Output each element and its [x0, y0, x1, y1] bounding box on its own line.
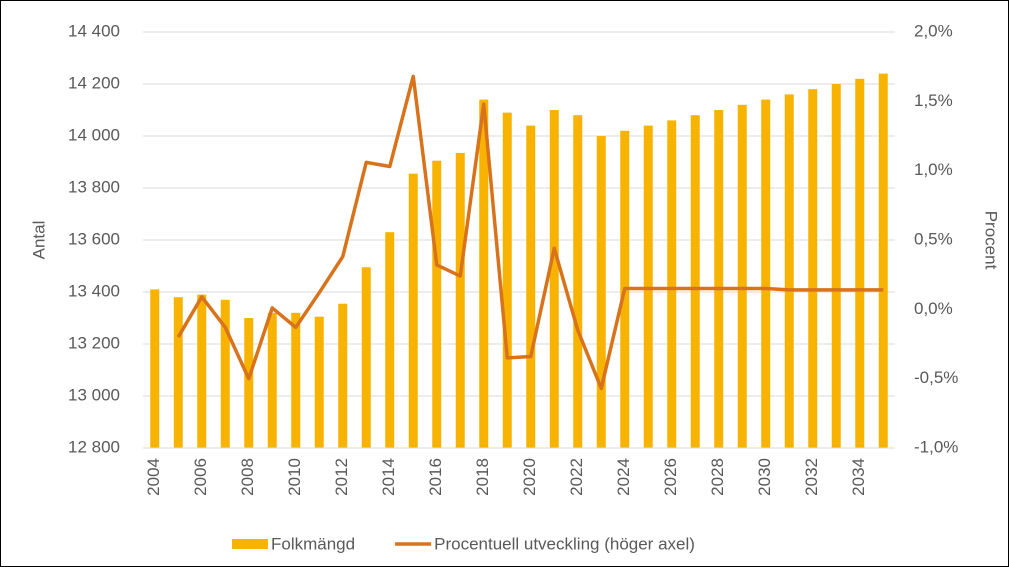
bar — [361, 267, 371, 448]
legend-label: Folkmängd — [271, 534, 355, 553]
bar — [291, 312, 301, 448]
x-tick-label: 2024 — [614, 458, 633, 496]
y-tick-label: 12 800 — [68, 437, 120, 456]
y-tick-label: 14 200 — [68, 73, 120, 92]
y-tick-label: 14 400 — [68, 21, 120, 40]
bar — [573, 115, 583, 448]
bar — [408, 173, 418, 448]
x-tick-label: 2012 — [332, 458, 351, 496]
y-tick-label: 13 000 — [68, 385, 120, 404]
bar — [244, 318, 254, 448]
y2-tick-label: 0,5% — [914, 229, 953, 248]
y2-tick-label: -0,5% — [914, 368, 958, 387]
bar — [314, 316, 324, 448]
bar — [338, 303, 348, 448]
bar — [385, 232, 395, 448]
legend-swatch — [232, 539, 268, 549]
bar — [479, 99, 489, 448]
x-tick-label: 2020 — [520, 458, 539, 496]
x-tick-label: 2030 — [755, 458, 774, 496]
x-tick-label: 2004 — [144, 458, 163, 496]
bar — [808, 89, 818, 448]
bar — [220, 299, 230, 448]
y2-tick-label: 1,0% — [914, 160, 953, 179]
bar — [878, 73, 888, 448]
y2-tick-label: 2,0% — [914, 21, 953, 40]
x-tick-label: 2006 — [191, 458, 210, 496]
x-tick-label: 2032 — [802, 458, 821, 496]
bar — [831, 84, 841, 448]
y2-tick-label: 0,0% — [914, 299, 953, 318]
line — [176, 74, 884, 391]
bar — [197, 294, 207, 448]
bar — [714, 110, 724, 448]
x-tick-label: 2022 — [567, 458, 586, 496]
bar — [526, 125, 536, 448]
x-tick-label: 2028 — [708, 458, 727, 496]
y-axis-title: Antal — [29, 221, 48, 260]
y2-tick-label: -1,0% — [914, 437, 958, 456]
y2-axis-title: Procent — [982, 211, 1001, 270]
y-tick-label: 13 600 — [68, 229, 120, 248]
x-tick-label: 2014 — [379, 458, 398, 496]
bar — [549, 110, 559, 448]
bar — [455, 152, 465, 448]
x-tick-label: 2026 — [661, 458, 680, 496]
bar — [667, 120, 677, 449]
bar — [761, 99, 771, 448]
x-tick-label: 2016 — [426, 458, 445, 496]
bar — [432, 160, 442, 448]
bar — [690, 115, 700, 448]
bar — [596, 136, 606, 448]
x-tick-label: 2034 — [849, 458, 868, 496]
bar — [502, 112, 512, 448]
bar — [267, 312, 277, 448]
bar — [855, 78, 865, 449]
y-tick-label: 14 000 — [68, 125, 120, 144]
bar — [150, 289, 160, 448]
bar — [737, 104, 747, 449]
y-tick-label: 13 200 — [68, 333, 120, 352]
x-tick-label: 2010 — [285, 458, 304, 496]
y2-tick-label: 1,5% — [914, 91, 953, 110]
x-tick-label: 2008 — [238, 458, 257, 496]
bar — [173, 297, 183, 448]
y-tick-label: 13 800 — [68, 177, 120, 196]
x-tick-label: 2018 — [473, 458, 492, 496]
legend-label: Procentuell utveckling (höger axel) — [434, 534, 695, 553]
y-tick-label: 13 400 — [68, 281, 120, 300]
bar — [784, 94, 794, 449]
